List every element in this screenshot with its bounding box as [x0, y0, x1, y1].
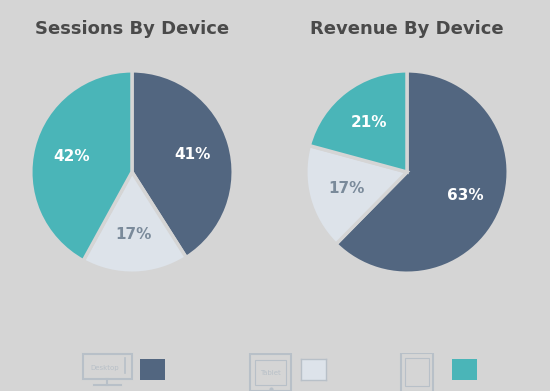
Wedge shape	[336, 71, 508, 273]
Text: 21%: 21%	[350, 115, 387, 130]
Wedge shape	[83, 172, 186, 273]
Text: 63%: 63%	[447, 188, 483, 203]
Title: Revenue By Device: Revenue By Device	[310, 20, 504, 38]
Wedge shape	[306, 145, 407, 244]
Text: 41%: 41%	[174, 147, 211, 162]
Text: Tablet: Tablet	[260, 369, 281, 376]
Wedge shape	[132, 71, 233, 258]
Wedge shape	[309, 71, 407, 172]
Text: 17%: 17%	[116, 227, 152, 242]
Text: 42%: 42%	[53, 149, 90, 164]
Title: Sessions By Device: Sessions By Device	[35, 20, 229, 38]
Text: 17%: 17%	[328, 181, 365, 196]
Wedge shape	[31, 71, 132, 261]
Text: Desktop: Desktop	[90, 364, 119, 371]
